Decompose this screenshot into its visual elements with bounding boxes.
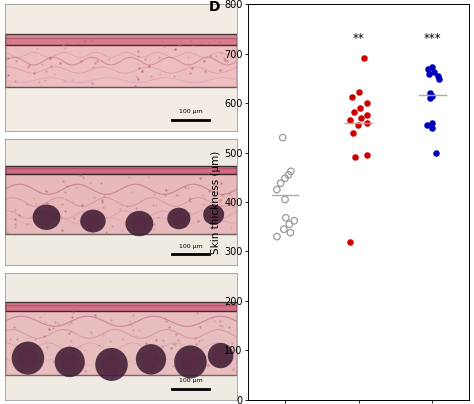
Ellipse shape xyxy=(181,352,200,372)
Point xyxy=(287,168,295,175)
Point xyxy=(357,115,365,121)
Ellipse shape xyxy=(131,216,148,231)
Point xyxy=(279,135,287,141)
Point xyxy=(291,218,298,224)
Point xyxy=(363,120,371,126)
FancyBboxPatch shape xyxy=(5,38,237,86)
Ellipse shape xyxy=(95,348,128,381)
Point xyxy=(426,95,434,101)
Point xyxy=(285,172,292,178)
FancyBboxPatch shape xyxy=(5,305,237,375)
Ellipse shape xyxy=(38,210,55,225)
Point xyxy=(428,124,436,131)
Point xyxy=(435,76,443,82)
Ellipse shape xyxy=(55,347,85,377)
Point xyxy=(285,221,293,227)
Ellipse shape xyxy=(142,350,160,368)
Point xyxy=(354,122,362,128)
Point xyxy=(434,73,441,79)
Point xyxy=(282,215,290,221)
Ellipse shape xyxy=(102,355,121,375)
Ellipse shape xyxy=(12,342,44,375)
Point xyxy=(364,112,371,119)
Point xyxy=(350,109,357,115)
Point xyxy=(428,64,435,71)
Y-axis label: Skin thickness (μm): Skin thickness (μm) xyxy=(211,150,221,254)
Ellipse shape xyxy=(61,353,79,371)
Ellipse shape xyxy=(203,204,224,225)
Point xyxy=(428,120,436,126)
Point xyxy=(363,152,370,158)
Point xyxy=(423,122,430,128)
Point xyxy=(281,175,289,181)
Text: 100 μm: 100 μm xyxy=(179,379,202,383)
Point xyxy=(348,94,356,100)
FancyBboxPatch shape xyxy=(5,302,237,311)
Point xyxy=(356,105,364,111)
Ellipse shape xyxy=(18,348,38,368)
Text: ***: *** xyxy=(424,32,441,44)
FancyBboxPatch shape xyxy=(5,168,237,234)
Text: 100 μm: 100 μm xyxy=(179,109,202,114)
Point xyxy=(424,66,432,73)
Point xyxy=(426,90,434,97)
Point xyxy=(287,229,294,236)
Text: **: ** xyxy=(353,32,365,44)
Point xyxy=(428,93,436,99)
Ellipse shape xyxy=(213,348,228,363)
Point xyxy=(280,226,288,232)
Point xyxy=(360,55,367,62)
Point xyxy=(363,100,370,106)
Point xyxy=(356,89,363,95)
Point xyxy=(346,238,354,245)
Point xyxy=(351,154,358,161)
Point xyxy=(349,129,357,136)
Point xyxy=(281,196,289,203)
FancyBboxPatch shape xyxy=(5,34,237,45)
Point xyxy=(273,234,281,240)
Ellipse shape xyxy=(136,344,166,375)
Text: D: D xyxy=(209,0,220,14)
Ellipse shape xyxy=(33,204,61,230)
Ellipse shape xyxy=(126,211,153,236)
Ellipse shape xyxy=(208,208,220,221)
Ellipse shape xyxy=(172,212,186,225)
Text: 100 μm: 100 μm xyxy=(179,244,202,249)
Ellipse shape xyxy=(208,343,233,368)
Point xyxy=(273,186,281,193)
Point xyxy=(432,149,439,156)
Point xyxy=(277,180,284,186)
Ellipse shape xyxy=(80,210,106,232)
Ellipse shape xyxy=(167,208,191,229)
Point xyxy=(425,71,433,78)
Ellipse shape xyxy=(174,345,207,379)
Point xyxy=(346,117,354,124)
Point xyxy=(430,69,438,75)
Ellipse shape xyxy=(85,214,100,228)
FancyBboxPatch shape xyxy=(5,166,237,174)
